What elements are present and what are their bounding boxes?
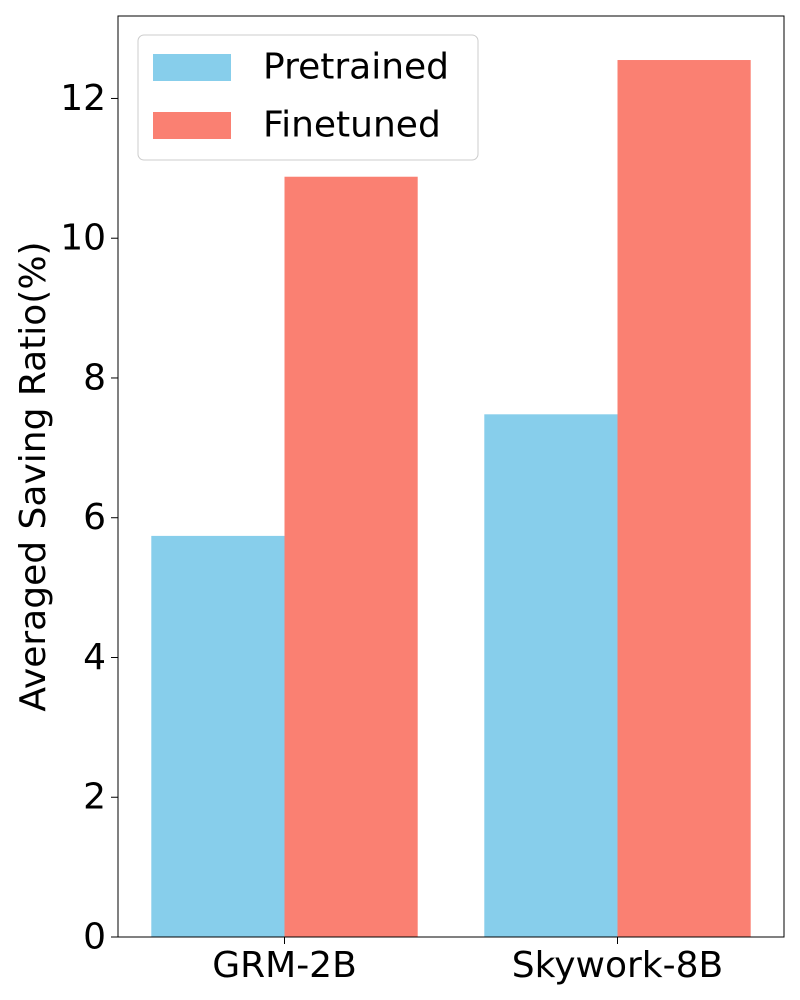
x-tick-label: Skywork-8B <box>512 945 723 986</box>
y-axis: 0 2 4 6 8 10 12 <box>60 78 118 958</box>
bar-finetuned-grm-2b <box>284 176 418 937</box>
y-tick-label: 8 <box>83 357 106 398</box>
bars-group <box>151 60 751 938</box>
legend: Pretrained Finetuned <box>137 34 479 161</box>
y-tick-label: 12 <box>60 78 106 119</box>
legend-label-pretrained: Pretrained <box>263 47 449 88</box>
legend-swatch-pretrained <box>153 54 231 81</box>
y-tick-label: 2 <box>83 777 106 818</box>
x-axis: GRM-2B Skywork-8B <box>212 937 723 986</box>
y-tick-label: 6 <box>83 497 106 538</box>
bar-pretrained-grm-2b <box>151 535 285 937</box>
bar-finetuned-skywork-8b <box>617 60 751 938</box>
plot-frame <box>117 15 785 938</box>
x-tick-label: GRM-2B <box>212 945 357 986</box>
y-axis-label: Averaged Saving Ratio(%) <box>13 241 54 711</box>
y-tick-label: 10 <box>60 218 106 259</box>
legend-swatch-finetuned <box>153 112 231 139</box>
y-tick-label: 0 <box>83 917 106 958</box>
y-tick-label: 4 <box>83 637 106 678</box>
legend-label-finetuned: Finetuned <box>263 105 441 146</box>
bar-pretrained-skywork-8b <box>484 414 618 937</box>
